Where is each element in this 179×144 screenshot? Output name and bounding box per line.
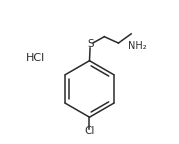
Text: NH₂: NH₂: [128, 41, 147, 51]
Text: S: S: [87, 39, 93, 49]
Text: Cl: Cl: [84, 126, 95, 136]
Text: HCl: HCl: [26, 53, 45, 63]
